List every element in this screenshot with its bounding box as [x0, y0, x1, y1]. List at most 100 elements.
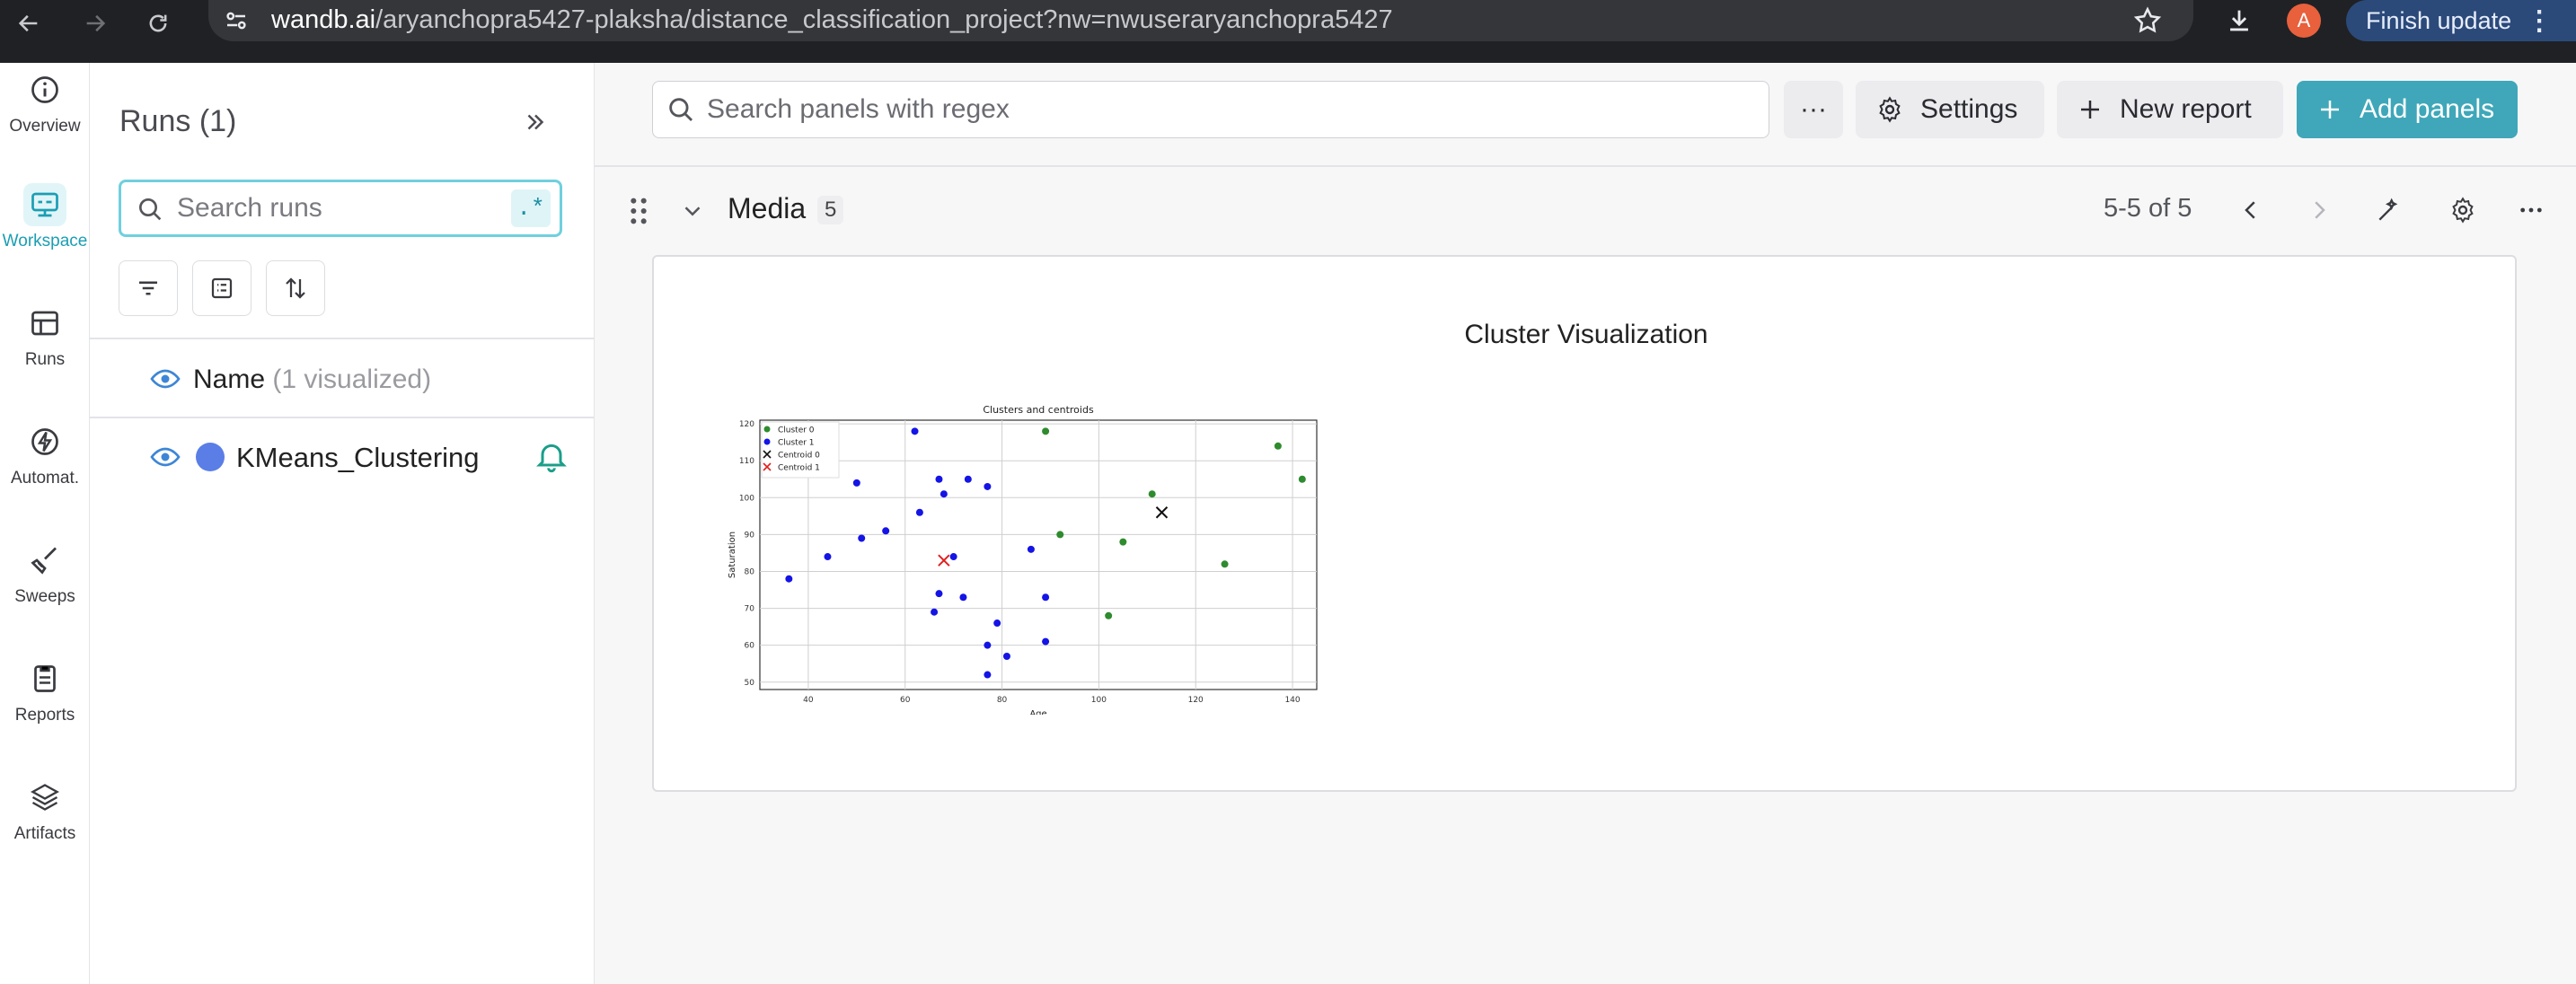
address-bar[interactable]	[208, 0, 2193, 41]
url-host: wandb.ai	[271, 5, 376, 34]
filter-button[interactable]	[119, 260, 178, 316]
gear-icon	[1879, 96, 1901, 123]
bell-icon[interactable]	[534, 438, 569, 479]
rail-item-automations[interactable]: Automat.	[0, 420, 90, 488]
search-panels-input[interactable]	[707, 92, 1695, 127]
rail-item-artifacts[interactable]: Artifacts	[0, 776, 90, 844]
y-tick-label: 50	[745, 679, 755, 688]
eye-icon[interactable]	[149, 363, 181, 400]
workspace-toolbar: ··· Settings New report Add panels	[595, 63, 2576, 167]
legend-label: Centroid 1	[778, 464, 820, 473]
data-point	[785, 575, 793, 583]
y-tick-label: 100	[739, 494, 754, 503]
new-report-label: New report	[2120, 94, 2252, 124]
rail-item-reports[interactable]: Reports	[0, 657, 90, 725]
run-color-swatch[interactable]	[196, 443, 225, 471]
media-section-header: Media 5 5-5 of 5	[595, 169, 2576, 250]
media-panel[interactable]: Cluster Visualization 40 60 80 100 120 140 50 6…	[652, 255, 2517, 792]
site-settings-icon[interactable]	[223, 7, 250, 39]
collapse-sidebar-icon[interactable]	[516, 102, 555, 142]
data-point	[1027, 545, 1035, 553]
browser-chrome: wandb.ai/aryanchopra5427-plaksha/distanc…	[0, 0, 2576, 63]
download-icon[interactable]	[2224, 5, 2254, 40]
left-nav-rail: Overview Workspace Runs Automat. Sweeps …	[0, 63, 90, 984]
eye-icon[interactable]	[149, 441, 181, 478]
x-tick-label: 120	[1188, 696, 1204, 705]
search-icon	[666, 94, 696, 129]
data-point	[1221, 560, 1229, 568]
search-runs-input[interactable]	[177, 191, 482, 225]
x-tick-label: 40	[803, 696, 814, 705]
sort-button[interactable]	[266, 260, 325, 316]
group-button[interactable]	[192, 260, 251, 316]
drag-handle-icon[interactable]	[627, 196, 650, 231]
add-panels-button[interactable]: Add panels	[2297, 81, 2518, 138]
data-point	[1056, 531, 1064, 539]
settings-button[interactable]: Settings	[1856, 81, 2044, 138]
rail-item-sweeps[interactable]: Sweeps	[0, 539, 90, 607]
more-options-button[interactable]: ···	[1784, 81, 1843, 138]
data-point	[940, 490, 948, 498]
layers-icon	[23, 776, 66, 819]
name-column-header[interactable]: Name (1 visualized)	[193, 365, 431, 395]
data-point	[1042, 593, 1050, 602]
chart-title: Clusters and centroids	[983, 404, 1094, 416]
gear-icon[interactable]	[2443, 190, 2483, 230]
data-point	[1298, 475, 1306, 483]
cluster-scatter-chart[interactable]: 40 60 80 100 120 140 50 60 70 80 90 100 110 120 Cluste…	[726, 391, 1337, 715]
legend-marker	[763, 426, 771, 433]
settings-label: Settings	[1920, 94, 2018, 124]
search-panels-field[interactable]	[652, 81, 1769, 138]
rail-item-overview[interactable]: Overview	[0, 68, 90, 136]
legend-marker	[763, 438, 771, 445]
run-name[interactable]: KMeans_Clustering	[236, 442, 480, 473]
filter-icon	[139, 281, 157, 295]
centroid-marker	[1155, 506, 1169, 519]
plus-icon	[2321, 101, 2339, 119]
x-axis-label: Age	[1029, 709, 1046, 715]
data-point	[964, 475, 972, 483]
search-runs-field[interactable]: .*	[119, 180, 562, 237]
regex-toggle[interactable]: .*	[511, 189, 551, 227]
rail-label: Artifacts	[13, 824, 76, 843]
rail-label: Automat.	[10, 469, 80, 488]
data-point	[915, 508, 923, 516]
name-header-label: Name	[193, 365, 266, 394]
group-icon	[211, 277, 233, 299]
profile-avatar[interactable]: A	[2287, 4, 2321, 38]
report-icon	[23, 657, 66, 700]
new-report-button[interactable]: New report	[2057, 81, 2283, 138]
rail-item-workspace[interactable]: Workspace	[0, 183, 90, 251]
runs-table-header: Name (1 visualized)	[90, 338, 595, 418]
data-point	[935, 590, 943, 598]
data-point	[993, 619, 1001, 628]
rail-label: Overview	[9, 117, 81, 136]
bookmark-star-icon[interactable]	[2132, 5, 2163, 40]
y-tick-label: 70	[745, 605, 755, 614]
url-text[interactable]: wandb.ai/aryanchopra5427-plaksha/distanc…	[271, 5, 1393, 34]
legend-box	[761, 421, 840, 479]
more-horizontal-icon[interactable]	[2511, 190, 2551, 230]
y-tick-label: 120	[739, 420, 754, 429]
chevron-down-icon[interactable]	[679, 198, 706, 229]
table-icon	[23, 302, 66, 345]
back-icon[interactable]	[11, 5, 47, 41]
run-row[interactable]: KMeans_Clustering	[90, 422, 595, 503]
divider	[90, 417, 595, 418]
finish-update-button[interactable]: Finish update ⋮	[2346, 0, 2576, 41]
data-point	[882, 527, 890, 535]
forward-icon[interactable]	[77, 5, 113, 41]
search-icon	[136, 195, 164, 228]
data-point	[931, 608, 939, 616]
magic-wand-icon[interactable]	[2369, 190, 2409, 230]
rail-item-runs[interactable]: Runs	[0, 302, 90, 370]
section-name[interactable]: Media	[728, 192, 807, 224]
legend-marker	[763, 450, 772, 459]
chevron-right-icon[interactable]	[2299, 190, 2339, 230]
data-point	[935, 475, 943, 483]
plus-icon	[2081, 101, 2099, 119]
panel-count-badge: 5	[817, 196, 844, 224]
reload-icon[interactable]	[140, 5, 176, 41]
data-point	[949, 553, 957, 561]
chevron-left-icon[interactable]	[2231, 190, 2271, 230]
